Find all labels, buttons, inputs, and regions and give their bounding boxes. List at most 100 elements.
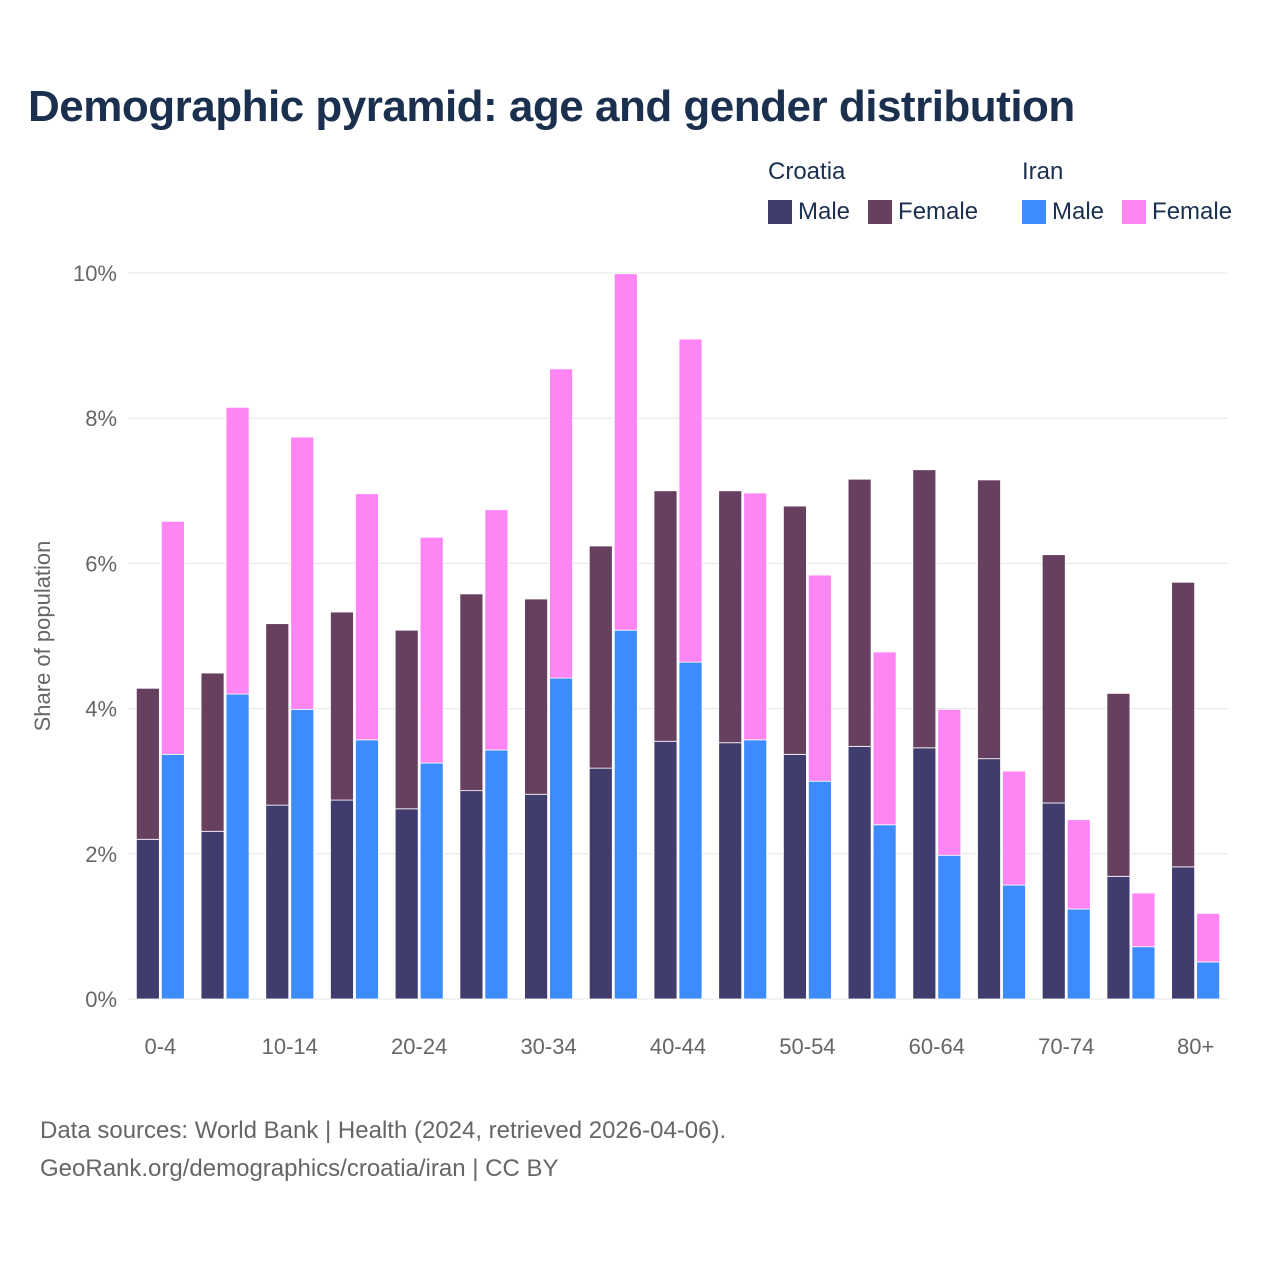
legend-label: Male bbox=[798, 198, 851, 225]
bar-croatia-male bbox=[330, 799, 354, 1000]
bar-iran-male bbox=[160, 753, 185, 1000]
bar-iran-female bbox=[160, 520, 185, 755]
bar-iran-female bbox=[808, 574, 832, 782]
bar-iran-female bbox=[937, 708, 962, 856]
bar-croatia-male bbox=[135, 838, 160, 1000]
y-tick-label: 0% bbox=[85, 987, 117, 1012]
bar-iran-male bbox=[290, 708, 315, 1000]
bar-croatia-female bbox=[977, 479, 1001, 760]
x-tick-label: 30-34 bbox=[520, 1034, 576, 1059]
bar-croatia-male bbox=[1171, 866, 1196, 1000]
x-tick-label: 20-24 bbox=[391, 1034, 447, 1059]
x-tick-label: 80+ bbox=[1177, 1034, 1214, 1059]
bar-iran-male bbox=[484, 749, 509, 1000]
x-tick-label: 70-74 bbox=[1038, 1034, 1094, 1059]
x-tick-label: 60-64 bbox=[909, 1034, 965, 1059]
bar-croatia-female bbox=[1106, 692, 1131, 877]
bar-croatia-female bbox=[588, 545, 613, 769]
bar-iran-female bbox=[290, 436, 315, 710]
bar-croatia-male bbox=[718, 742, 743, 1000]
y-tick-label: 4% bbox=[85, 697, 117, 722]
bar-iran-female bbox=[1196, 912, 1221, 963]
bar-iran-male bbox=[1066, 908, 1091, 1000]
bar-croatia-male bbox=[912, 747, 937, 1000]
bar-iran-female bbox=[678, 338, 703, 663]
bar-iran-male bbox=[808, 780, 832, 1000]
chart-title: Demographic pyramid: age and gender dist… bbox=[28, 82, 1075, 131]
bar-iran-female bbox=[1002, 770, 1026, 886]
x-tick-label: 50-54 bbox=[779, 1034, 835, 1059]
bar-croatia-male bbox=[524, 793, 548, 1000]
y-tick-label: 6% bbox=[85, 551, 117, 576]
bar-iran-female bbox=[1131, 892, 1156, 948]
bar-croatia-female bbox=[135, 687, 160, 840]
legend-swatch bbox=[768, 200, 792, 224]
bar-croatia-female bbox=[1041, 554, 1066, 804]
bar-croatia-male bbox=[588, 767, 613, 1000]
bar-iran-male bbox=[1196, 961, 1221, 1000]
legend-iran: Iran Male Female bbox=[1022, 158, 1232, 226]
bar-croatia-female bbox=[200, 672, 225, 832]
bar-iran-female bbox=[613, 273, 638, 631]
legend-swatch bbox=[868, 200, 893, 224]
bar-croatia-male bbox=[1041, 802, 1066, 1000]
bar-iran-female bbox=[355, 493, 379, 741]
bar-croatia-female bbox=[459, 593, 484, 792]
bar-croatia-female bbox=[783, 505, 807, 755]
legend-item-iran-female[interactable]: Female bbox=[1122, 198, 1232, 226]
legend-item-croatia-female[interactable]: Female bbox=[868, 198, 978, 226]
bar-croatia-female bbox=[394, 629, 419, 810]
bar-croatia-male bbox=[394, 808, 419, 1000]
bar-croatia-female bbox=[265, 623, 290, 806]
bar-croatia-male bbox=[783, 753, 807, 1000]
bar-croatia-female bbox=[653, 490, 678, 742]
bar-croatia-female bbox=[847, 478, 872, 747]
bar-croatia-male bbox=[1106, 875, 1131, 1000]
bar-croatia-female bbox=[330, 611, 354, 801]
legend-label: Female bbox=[898, 198, 979, 225]
bar-iran-male bbox=[937, 854, 962, 1000]
legend-swatch bbox=[1122, 200, 1147, 224]
bar-iran-male bbox=[872, 824, 897, 1000]
legend-group-title: Iran bbox=[1022, 158, 1064, 185]
bar-iran-male bbox=[355, 739, 379, 1000]
bar-croatia-male bbox=[265, 804, 290, 1000]
y-tick-label: 10% bbox=[73, 261, 117, 286]
bar-croatia-male bbox=[459, 790, 484, 1000]
footer-sources: Data sources: World Bank | Health (2024,… bbox=[40, 1117, 727, 1144]
bar-iran-male bbox=[613, 629, 638, 1000]
bar-croatia-male bbox=[977, 758, 1001, 1000]
legend-item-croatia-male[interactable]: Male bbox=[768, 198, 850, 226]
legend-swatch bbox=[1022, 200, 1046, 224]
legend-item-iran-male[interactable]: Male bbox=[1022, 198, 1104, 226]
bar-iran-female bbox=[549, 368, 573, 679]
bar-iran-male bbox=[1002, 884, 1026, 1000]
bar-iran-male bbox=[419, 762, 444, 1000]
y-tick-label: 2% bbox=[85, 842, 117, 867]
bar-croatia-female bbox=[524, 598, 548, 795]
x-tick-label: 40-44 bbox=[650, 1034, 706, 1059]
bar-iran-female bbox=[419, 536, 444, 764]
legend-label: Female bbox=[1152, 198, 1233, 225]
bar-croatia-male bbox=[653, 740, 678, 1000]
bar-iran-female bbox=[872, 651, 897, 826]
legend-croatia: Croatia Male Female bbox=[768, 158, 978, 226]
bar-croatia-male bbox=[200, 830, 225, 1000]
x-tick-label: 10-14 bbox=[262, 1034, 318, 1059]
bar-iran-male bbox=[225, 693, 250, 1000]
y-axis-label: Share of population bbox=[30, 541, 55, 732]
bar-iran-male bbox=[743, 739, 768, 1000]
legend-label: Male bbox=[1052, 198, 1105, 225]
y-tick-label: 8% bbox=[85, 406, 117, 431]
bar-iran-male bbox=[549, 677, 573, 1000]
bar-iran-female bbox=[1066, 819, 1091, 910]
bar-iran-male bbox=[1131, 946, 1156, 1000]
bar-croatia-female bbox=[718, 490, 743, 744]
bar-croatia-male bbox=[847, 745, 872, 1000]
bar-croatia-female bbox=[1171, 581, 1196, 868]
x-tick-label: 0-4 bbox=[144, 1034, 176, 1059]
bar-iran-male bbox=[678, 661, 703, 1000]
bar-iran-female bbox=[743, 492, 768, 741]
